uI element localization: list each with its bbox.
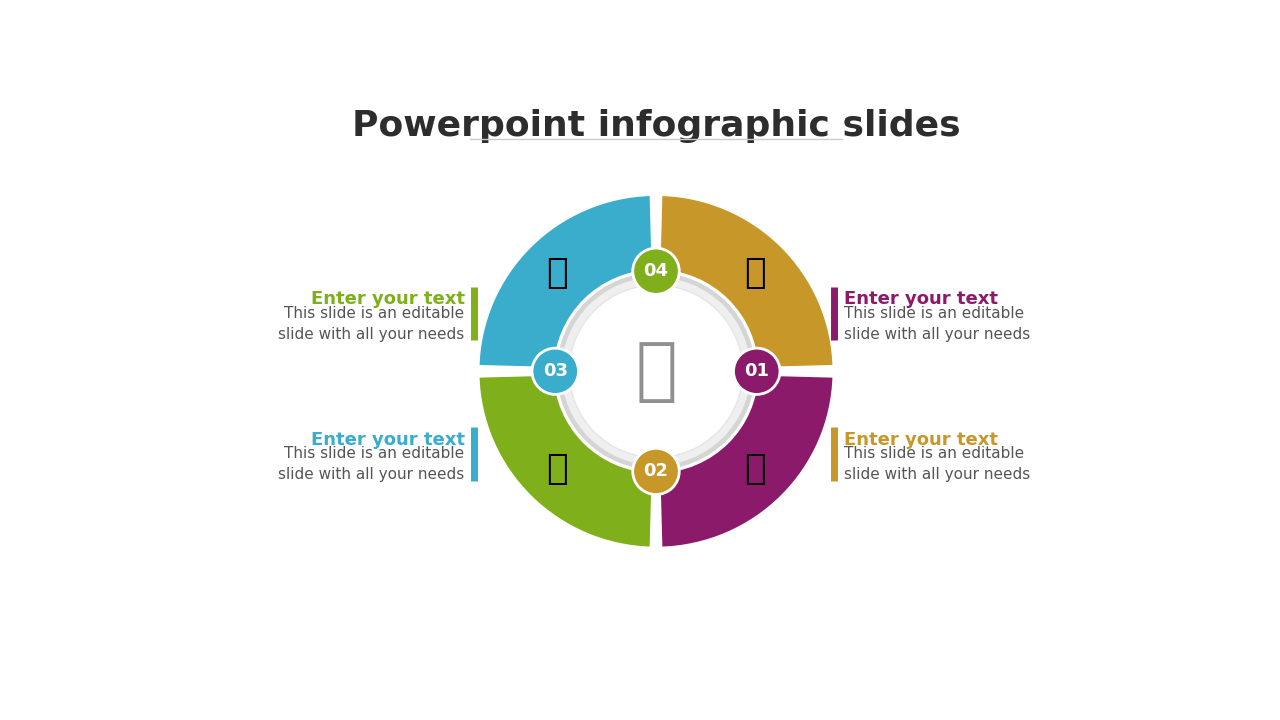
Text: Enter your text: Enter your text <box>311 431 465 449</box>
Wedge shape <box>659 194 835 369</box>
Circle shape <box>532 348 579 395</box>
Text: 02: 02 <box>644 462 668 480</box>
Text: 04: 04 <box>644 262 668 280</box>
Text: 01: 01 <box>744 362 769 380</box>
Wedge shape <box>659 374 835 549</box>
Text: This slide is an editable
slide with all your needs: This slide is an editable slide with all… <box>844 306 1030 342</box>
Text: Powerpoint infographic slides: Powerpoint infographic slides <box>352 109 960 143</box>
Circle shape <box>570 285 742 457</box>
Text: 📰: 📰 <box>547 452 568 486</box>
Circle shape <box>733 348 780 395</box>
Circle shape <box>632 449 680 495</box>
Text: This slide is an editable
slide with all your needs: This slide is an editable slide with all… <box>844 446 1030 482</box>
Text: 📊: 📊 <box>547 256 568 290</box>
Text: Enter your text: Enter your text <box>311 290 465 308</box>
Text: 💼: 💼 <box>744 256 765 290</box>
Text: This slide is an editable
slide with all your needs: This slide is an editable slide with all… <box>278 446 465 482</box>
Text: 👥: 👥 <box>744 452 765 486</box>
Text: Enter your text: Enter your text <box>844 290 997 308</box>
Wedge shape <box>477 374 653 549</box>
Text: 👍: 👍 <box>635 338 677 405</box>
Text: This slide is an editable
slide with all your needs: This slide is an editable slide with all… <box>278 306 465 342</box>
Text: 03: 03 <box>543 362 568 380</box>
Wedge shape <box>477 194 653 369</box>
Text: Enter your text: Enter your text <box>844 431 997 449</box>
Circle shape <box>632 248 680 294</box>
Circle shape <box>562 277 750 465</box>
Circle shape <box>557 273 755 470</box>
